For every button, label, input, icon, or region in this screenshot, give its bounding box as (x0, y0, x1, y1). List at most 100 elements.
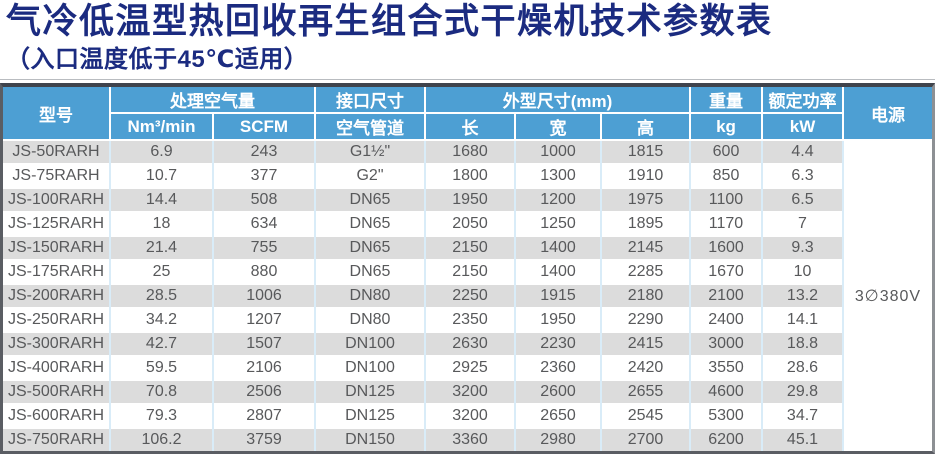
kw-cell: 6.5 (762, 187, 844, 212)
nm3min-cell: 79.3 (110, 403, 214, 428)
table-row: JS-250RARH 34.2 1207 DN80 2350 1950 2290 2400 14… (3, 307, 932, 332)
nm3min-cell: 59.5 (110, 355, 214, 380)
model-cell: JS-400RARH (3, 355, 111, 380)
model-cell: JS-175RARH (3, 259, 111, 284)
page-subtitle: （入口温度低于45℃适用） (6, 46, 309, 73)
col-header-rated-power: 额定功率 (761, 87, 844, 114)
table-row: JS-750RARH 106.2 3759 DN150 3360 2980 2700 6200… (3, 427, 932, 451)
height-cell: 2655 (601, 379, 691, 404)
length-cell: 2925 (425, 355, 516, 380)
scfm-cell: 1006 (213, 283, 316, 308)
col-header-kg: kg (689, 112, 763, 141)
scfm-cell: 508 (213, 187, 316, 212)
model-cell: JS-100RARH (3, 187, 111, 212)
kg-cell: 3000 (690, 331, 763, 356)
col-header-length: 长 (424, 112, 516, 141)
model-cell: JS-500RARH (3, 379, 111, 404)
height-cell: 1975 (601, 187, 691, 212)
kw-cell: 10 (762, 259, 844, 284)
spec-table-header: 型号 处理空气量 接口尺寸 外型尺寸(mm) 重量 额定功率 电源 Nm³/mi… (3, 87, 932, 141)
height-cell: 1815 (601, 140, 691, 164)
col-header-air-volume: 处理空气量 (109, 87, 316, 114)
height-cell: 1895 (601, 211, 691, 236)
width-cell: 2600 (515, 379, 602, 404)
nm3min-cell: 70.8 (110, 379, 214, 404)
height-cell: 2420 (601, 355, 691, 380)
width-cell: 1950 (515, 307, 602, 332)
length-cell: 3200 (425, 379, 516, 404)
table-row: JS-200RARH 28.5 1006 DN80 2250 1915 2180 2100 13… (3, 283, 932, 308)
kg-cell: 5300 (690, 403, 763, 428)
kg-cell: 2400 (690, 307, 763, 332)
width-cell: 1000 (515, 140, 602, 164)
scfm-cell: 1207 (213, 307, 316, 332)
height-cell: 2285 (601, 259, 691, 284)
col-header-model: 型号 (3, 87, 111, 141)
nm3min-cell: 25 (110, 259, 214, 284)
length-cell: 1950 (425, 187, 516, 212)
kw-cell: 13.2 (762, 283, 844, 308)
col-header-scfm: SCFM (212, 112, 316, 141)
width-cell: 2980 (515, 427, 602, 451)
nm3min-cell: 14.4 (110, 187, 214, 212)
kw-cell: 29.8 (762, 379, 844, 404)
scfm-cell: 634 (213, 211, 316, 236)
col-header-height: 高 (600, 112, 691, 141)
col-header-interface: 接口尺寸 (314, 87, 426, 114)
kg-cell: 3550 (690, 355, 763, 380)
model-cell: JS-200RARH (3, 283, 111, 308)
length-cell: 2250 (425, 283, 516, 308)
kw-cell: 7 (762, 211, 844, 236)
width-cell: 1300 (515, 163, 602, 188)
kw-cell: 14.1 (762, 307, 844, 332)
model-cell: JS-750RARH (3, 427, 111, 451)
width-cell: 2230 (515, 331, 602, 356)
nm3min-cell: 21.4 (110, 235, 214, 260)
scfm-cell: 243 (213, 140, 316, 164)
pipe-cell: DN100 (315, 355, 426, 380)
pipe-cell: DN80 (315, 283, 426, 308)
table-row: JS-100RARH 14.4 508 DN65 1950 1200 1975 1100 6.5 (3, 187, 932, 212)
pipe-cell: DN125 (315, 379, 426, 404)
length-cell: 1680 (425, 140, 516, 164)
height-cell: 2145 (601, 235, 691, 260)
model-cell: JS-300RARH (3, 331, 111, 356)
height-cell: 2700 (601, 427, 691, 451)
height-cell: 2545 (601, 403, 691, 428)
height-cell: 1910 (601, 163, 691, 188)
scfm-cell: 3759 (213, 427, 316, 451)
table-row: JS-300RARH 42.7 1507 DN100 2630 2230 2415 3000 1… (3, 331, 932, 356)
col-header-weight: 重量 (689, 87, 763, 114)
length-cell: 2350 (425, 307, 516, 332)
nm3min-cell: 42.7 (110, 331, 214, 356)
pipe-cell: G2" (315, 163, 426, 188)
table-row: JS-175RARH 25 880 DN65 2150 1400 2285 1670 10 (3, 259, 932, 284)
pipe-cell: G1½" (315, 140, 426, 164)
kg-cell: 1670 (690, 259, 763, 284)
col-header-dimensions: 外型尺寸(mm) (424, 87, 691, 114)
kg-cell: 4600 (690, 379, 763, 404)
scfm-cell: 880 (213, 259, 316, 284)
kg-cell: 1600 (690, 235, 763, 260)
pipe-cell: DN150 (315, 427, 426, 451)
width-cell: 1915 (515, 283, 602, 308)
nm3min-cell: 18 (110, 211, 214, 236)
kw-cell: 45.1 (762, 427, 844, 451)
pipe-cell: DN100 (315, 331, 426, 356)
kw-cell: 18.8 (762, 331, 844, 356)
kw-cell: 9.3 (762, 235, 844, 260)
kg-cell: 6200 (690, 427, 763, 451)
length-cell: 2150 (425, 259, 516, 284)
length-cell: 3360 (425, 427, 516, 451)
col-header-nm3min: Nm³/min (110, 112, 214, 141)
width-cell: 1250 (515, 211, 602, 236)
model-cell: JS-75RARH (3, 163, 111, 188)
width-cell: 1200 (515, 187, 602, 212)
col-header-power-supply: 电源 (842, 87, 932, 141)
table-row: JS-75RARH 10.7 377 G2" 1800 1300 1910 850 6.3 (3, 163, 932, 188)
col-header-air-pipe: 空气管道 (314, 112, 426, 141)
kg-cell: 1170 (690, 211, 763, 236)
nm3min-cell: 6.9 (110, 140, 214, 164)
table-row: JS-150RARH 21.4 755 DN65 2150 1400 2145 1600 9.3 (3, 235, 932, 260)
spec-table: 型号 处理空气量 接口尺寸 外型尺寸(mm) 重量 额定功率 电源 Nm³/mi… (3, 87, 932, 451)
